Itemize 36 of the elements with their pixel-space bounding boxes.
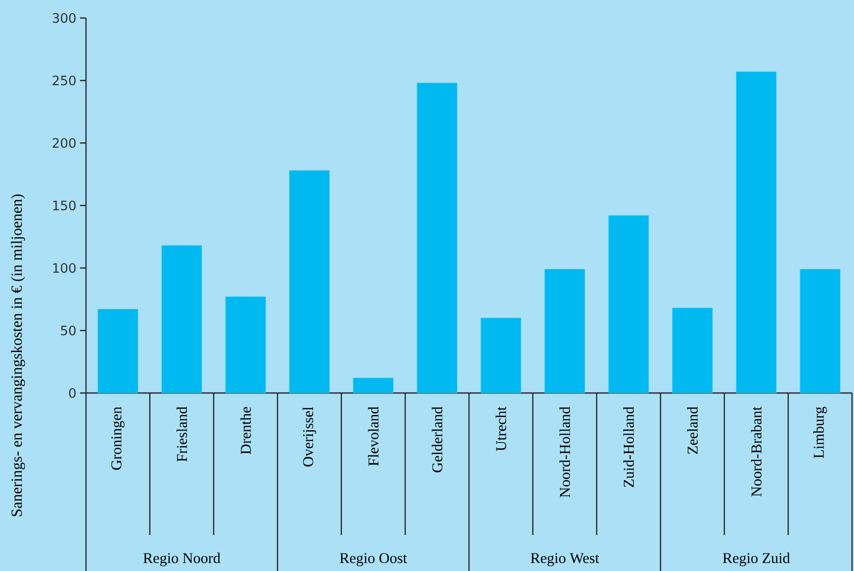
- bar: [736, 72, 776, 394]
- x-tick-label: Flevoland: [368, 406, 379, 466]
- x-tick-label: Noord-Holland: [560, 406, 570, 498]
- bar: [289, 170, 330, 394]
- x-tick-label: Groningen: [111, 406, 124, 470]
- text: Regio Noord: [143, 552, 220, 566]
- x-tick-label: Zuid-Holland: [623, 406, 634, 488]
- text: Regio Oost: [340, 553, 407, 566]
- x-tick-label: Drenthe: [240, 407, 251, 454]
- y-tick-label: 50: [61, 326, 76, 336]
- y-tick-label: 0: [69, 388, 76, 398]
- x-tick-label: Utrecht: [496, 406, 506, 452]
- bar: [225, 296, 266, 394]
- bar: [800, 269, 840, 394]
- text: Regio Zuid: [722, 552, 790, 566]
- x-tick-label: Zeeland: [687, 406, 698, 454]
- bar: [162, 245, 202, 394]
- bar: [353, 378, 394, 394]
- text: Regio West: [530, 553, 600, 566]
- x-tick-label: Gelderland: [432, 406, 442, 472]
- y-axis-title: Sanerings- en vervangingskosten in € (in miljoenen): [10, 194, 26, 516]
- bar: [416, 82, 458, 394]
- bar: [672, 308, 713, 394]
- y-tick-label: 150: [53, 200, 76, 210]
- bar: [608, 215, 649, 394]
- y-tick-label: 300: [52, 13, 76, 23]
- bar: [544, 269, 585, 394]
- y-tick-label: 100: [53, 263, 76, 273]
- bar: [480, 318, 522, 394]
- x-tick-label: Limburg: [813, 406, 827, 458]
- x-tick-label: Noord-Brabant: [751, 406, 762, 497]
- x-tick-label: Overijssel: [302, 406, 316, 466]
- y-tick-label: 250: [52, 76, 76, 86]
- x-tick-label: Friesland: [176, 406, 188, 462]
- y-tick-label: 200: [52, 138, 76, 148]
- bar: [98, 309, 138, 394]
